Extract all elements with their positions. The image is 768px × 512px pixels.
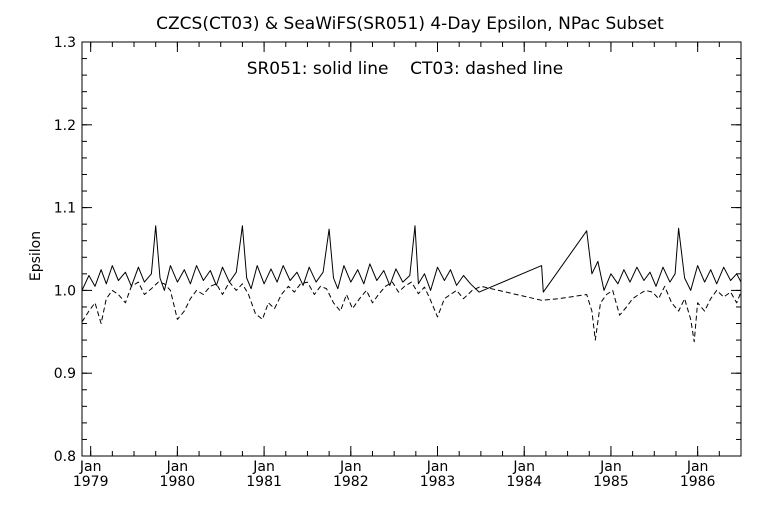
x-tick-month-label: Jan [79, 459, 102, 475]
x-tick-year-label: 1986 [680, 474, 716, 490]
y-tick-label: 0.9 [54, 366, 76, 382]
series-style-annotation: SR051: solid line CT03: dashed line [247, 59, 564, 79]
plot-frame [81, 41, 742, 457]
x-tick-month-label: Jan [426, 459, 449, 475]
x-tick-year-label: 1982 [333, 474, 369, 490]
x-tick-year-label: 1985 [593, 474, 629, 490]
x-tick-month-label: Jan [512, 459, 535, 475]
y-tick-label: 1.2 [54, 118, 76, 134]
series-line-ct03 [81, 281, 742, 343]
x-tick-year-label: 1984 [506, 474, 542, 490]
y-tick-label: 1.3 [54, 35, 76, 51]
x-tick-month-label: Jan [599, 459, 622, 475]
y-axis-ticks: 0.8 0.9 1.0 1.1 1.2 1.3 [54, 35, 741, 465]
x-tick-month-label: Jan [339, 459, 362, 475]
y-tick-label: 1.0 [54, 283, 76, 299]
plot-border [81, 41, 742, 457]
x-axis-ticks: Jan1979Jan1980Jan1981Jan1982Jan1983Jan19… [73, 42, 742, 490]
y-tick-label: 1.1 [54, 201, 76, 217]
y-tick-label: 0.8 [54, 449, 76, 465]
x-tick-month-label: Jan [252, 459, 275, 475]
chart-title: CZCS(CT03) & SeaWiFS(SR051) 4-Day Epsilo… [156, 14, 664, 34]
x-tick-month-label: Jan [166, 459, 189, 475]
x-tick-year-label: 1980 [160, 474, 196, 490]
y-axis-label: Epsilon [28, 231, 44, 281]
x-tick-year-label: 1981 [246, 474, 282, 490]
x-tick-year-label: 1979 [73, 474, 109, 490]
series-line-sr051 [81, 225, 742, 293]
x-tick-month-label: Jan [686, 459, 709, 475]
series-layer [81, 225, 742, 343]
x-tick-year-label: 1983 [420, 474, 456, 490]
